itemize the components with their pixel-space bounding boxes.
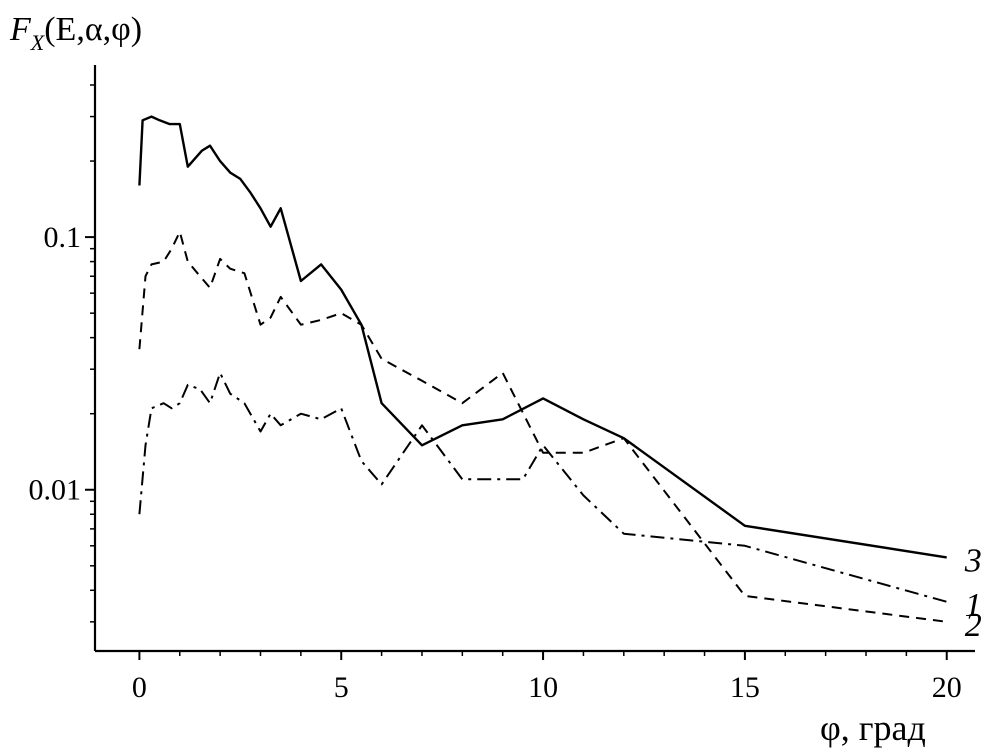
y-tick-label: 0.01 [29,474,82,507]
x-axis-label: φ, град [820,708,926,748]
axis-ticks: 0 5 10 15 20 0.1 0.01 [29,84,962,704]
y-axis-label: FX(E,α,φ) [9,11,142,55]
series-group [138,115,947,623]
series-label-3: 3 [964,542,982,579]
series-label-1: 1 [965,587,982,624]
series-labels: 3 12 [964,542,982,643]
y-tick-label: 0.1 [44,221,82,254]
x-tick-label: 5 [334,671,349,704]
series-label-2: 2 [965,607,982,644]
x-tick-label: 15 [730,671,760,704]
series-line-1 [138,371,947,603]
series-line-3 [138,115,947,559]
series-line-2 [138,230,947,623]
x-tick-label: 20 [932,671,962,704]
x-tick-label: 10 [528,671,558,704]
x-tick-label: 0 [132,671,147,704]
